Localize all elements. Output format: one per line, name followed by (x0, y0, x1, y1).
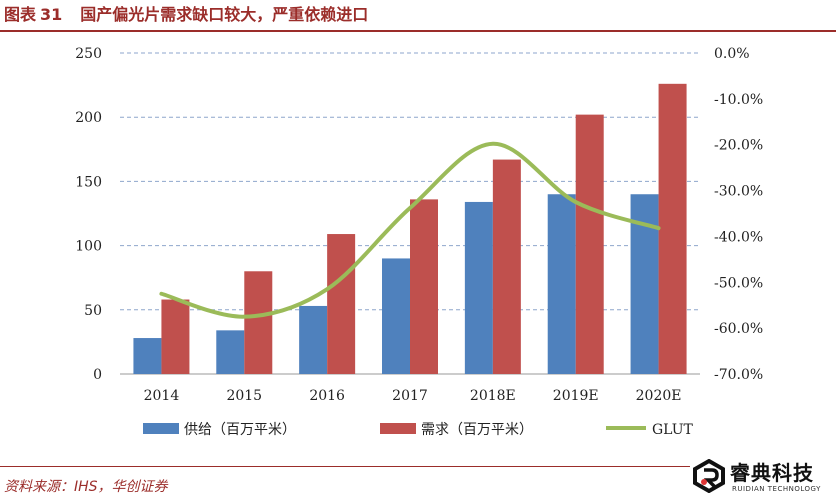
bar-demand (575, 114, 604, 374)
y-left-tick-label: 200 (75, 110, 102, 126)
x-tick-label: 2015 (226, 388, 262, 404)
title-rule (0, 30, 836, 32)
y-right-tick-label: -20.0% (714, 138, 763, 154)
bar-supply (464, 201, 493, 374)
bar-demand (327, 234, 356, 374)
glut-line (159, 141, 661, 319)
bar-demand (492, 159, 521, 374)
x-tick-label: 2018E (470, 388, 516, 404)
bar-demand (244, 271, 273, 374)
x-tick-label: 2017 (392, 388, 428, 404)
y-right-tick-label: -60.0% (714, 321, 763, 337)
bar-supply (299, 305, 328, 374)
figure-number: 31 (40, 5, 63, 24)
y-right-tick-label: -40.0% (714, 229, 763, 245)
figure-title-text: 国产偏光片需求缺口较大，严重依赖进口 (80, 5, 369, 24)
bar-supply (133, 338, 162, 374)
bar-demand (161, 299, 190, 374)
bar-demand (410, 199, 438, 374)
y-left-tick-label: 50 (84, 303, 102, 319)
figure-title: 图表 31 国产偏光片需求缺口较大，严重依赖进口 (4, 2, 368, 28)
x-tick-label: 2014 (144, 388, 180, 404)
y-right-tick-label: -50.0% (714, 275, 763, 291)
y-left-tick-label: 100 (75, 239, 102, 255)
bar-demand (658, 83, 687, 375)
legend-label-glut: GLUT (652, 422, 694, 438)
legend-label-demand: 需求（百万平米） (421, 422, 533, 438)
y-right-tick-label: -10.0% (714, 92, 763, 108)
y-axis-left: 0 50 100 150 200 250 (75, 46, 102, 383)
bar-supply (547, 194, 576, 374)
figure-label: 图表 (4, 5, 37, 24)
y-right-tick-label: 0.0% (714, 46, 750, 62)
glut-line-group (159, 141, 661, 319)
watermark-subtitle: RUIDIAN TECHNOLOGY (732, 485, 821, 493)
legend: 供给（百万平米） 需求（百万平米） GLUT (143, 422, 694, 438)
y-left-tick-label: 0 (93, 367, 102, 383)
watermark-name: 睿典科技 (730, 461, 814, 485)
ruidian-logo-icon (693, 459, 725, 493)
x-tick-label: 2020E (636, 388, 682, 404)
legend-swatch-supply (143, 423, 179, 434)
y-left-tick-label: 250 (75, 46, 102, 62)
y-axis-right: -70.0% -60.0% -50.0% -40.0% -30.0% -20.0% -10.… (714, 46, 763, 383)
legend-label-supply: 供给（百万平米） (184, 422, 296, 438)
source-note: 资料来源：IHS，华创证券 (4, 479, 168, 495)
bar-supply (216, 330, 245, 374)
bar-supply (382, 258, 410, 374)
x-tick-label: 2019E (553, 388, 599, 404)
legend-swatch-demand (380, 423, 416, 434)
watermark: 睿典科技 RUIDIAN TECHNOLOGY (690, 455, 836, 500)
bottom-rule (0, 466, 690, 467)
y-right-tick-label: -30.0% (714, 184, 763, 200)
y-left-tick-label: 150 (75, 174, 102, 190)
chart: 0 50 100 150 200 250 -70.0% -60.0% -50.0% -40.0%… (75, 46, 763, 438)
x-axis: 2014 2015 2016 2017 2018E 2019E 2020E (144, 388, 682, 404)
x-tick-label: 2016 (309, 388, 345, 404)
y-right-tick-label: -70.0% (714, 367, 763, 383)
bars (133, 83, 687, 375)
